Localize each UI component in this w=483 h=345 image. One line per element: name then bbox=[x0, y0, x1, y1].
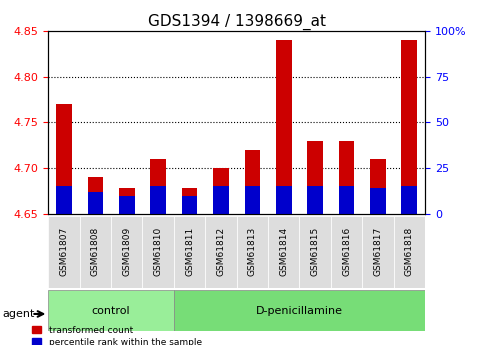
Text: GSM61818: GSM61818 bbox=[405, 227, 414, 276]
Bar bbox=[307, 186, 323, 214]
FancyBboxPatch shape bbox=[142, 216, 174, 288]
FancyBboxPatch shape bbox=[205, 216, 237, 288]
Bar bbox=[213, 168, 229, 214]
Text: GSM61812: GSM61812 bbox=[216, 227, 226, 276]
Bar bbox=[119, 188, 135, 214]
FancyBboxPatch shape bbox=[362, 216, 394, 288]
FancyBboxPatch shape bbox=[299, 216, 331, 288]
Text: GSM61809: GSM61809 bbox=[122, 227, 131, 276]
FancyBboxPatch shape bbox=[48, 290, 174, 331]
Text: GSM61810: GSM61810 bbox=[154, 227, 163, 276]
FancyBboxPatch shape bbox=[174, 290, 425, 331]
Bar bbox=[87, 192, 103, 214]
Text: GSM61808: GSM61808 bbox=[91, 227, 100, 276]
Bar bbox=[401, 186, 417, 214]
Bar bbox=[401, 40, 417, 214]
Bar bbox=[56, 186, 72, 214]
Text: GSM61814: GSM61814 bbox=[279, 227, 288, 276]
Bar bbox=[339, 141, 355, 214]
FancyBboxPatch shape bbox=[394, 216, 425, 288]
FancyBboxPatch shape bbox=[331, 216, 362, 288]
Text: GSM61813: GSM61813 bbox=[248, 227, 257, 276]
FancyBboxPatch shape bbox=[48, 216, 80, 288]
Text: GSM61811: GSM61811 bbox=[185, 227, 194, 276]
Text: control: control bbox=[92, 306, 130, 315]
FancyBboxPatch shape bbox=[174, 216, 205, 288]
Text: agent: agent bbox=[2, 309, 35, 319]
Bar bbox=[119, 196, 135, 214]
Bar bbox=[87, 177, 103, 214]
Legend: transformed count, percentile rank within the sample: transformed count, percentile rank withi… bbox=[28, 323, 205, 345]
Bar bbox=[182, 188, 198, 214]
Bar bbox=[150, 159, 166, 214]
Bar bbox=[276, 40, 292, 214]
Bar bbox=[244, 186, 260, 214]
Bar bbox=[276, 186, 292, 214]
Title: GDS1394 / 1398669_at: GDS1394 / 1398669_at bbox=[148, 13, 326, 30]
FancyBboxPatch shape bbox=[111, 216, 142, 288]
Bar bbox=[182, 196, 198, 214]
FancyBboxPatch shape bbox=[80, 216, 111, 288]
Text: GSM61817: GSM61817 bbox=[373, 227, 383, 276]
FancyBboxPatch shape bbox=[268, 216, 299, 288]
Text: GSM61807: GSM61807 bbox=[59, 227, 69, 276]
Text: GSM61816: GSM61816 bbox=[342, 227, 351, 276]
Bar bbox=[213, 186, 229, 214]
Bar bbox=[150, 186, 166, 214]
Bar bbox=[307, 141, 323, 214]
FancyBboxPatch shape bbox=[237, 216, 268, 288]
Bar bbox=[339, 186, 355, 214]
Bar bbox=[244, 150, 260, 214]
Bar bbox=[370, 159, 386, 214]
Text: GSM61815: GSM61815 bbox=[311, 227, 320, 276]
Text: D-penicillamine: D-penicillamine bbox=[256, 306, 343, 315]
Bar bbox=[56, 104, 72, 214]
Bar bbox=[370, 188, 386, 214]
